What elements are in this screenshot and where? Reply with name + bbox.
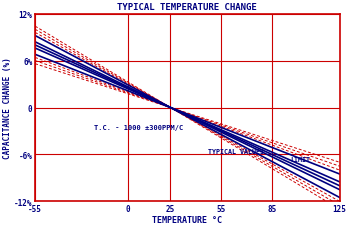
Text: TYPICAL VALUES: TYPICAL VALUES [208, 148, 264, 154]
Title: TYPICAL TEMPERATURE CHANGE: TYPICAL TEMPERATURE CHANGE [118, 3, 257, 12]
Text: T.C. - 1000 ±300PPM/C: T.C. - 1000 ±300PPM/C [94, 125, 184, 131]
Y-axis label: CAPACITANCE CHANGE (%): CAPACITANCE CHANGE (%) [4, 57, 13, 159]
Text: LIMIT: LIMIT [290, 156, 310, 162]
X-axis label: TEMPERATURE °C: TEMPERATURE °C [152, 215, 222, 224]
